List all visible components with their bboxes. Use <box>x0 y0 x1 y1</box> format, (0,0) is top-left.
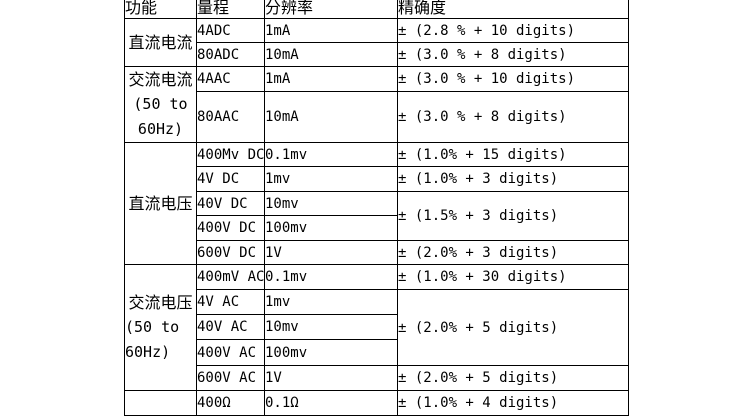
table-row: 直流电流 4ADC 1mA ± (2.8 % + 10 digits) <box>124 18 629 67</box>
range-cell: 4AAC <box>196 66 265 92</box>
table-row: 交流电压 (50 to 60Hz) 400mV AC 0.1mv ± (1.0%… <box>124 264 629 391</box>
resolution-cell: 1V <box>264 365 398 391</box>
resolution-cell: 100mv <box>264 339 398 366</box>
header-function: 功能 <box>124 0 197 19</box>
accuracy-cell: ± (1.0% + 3 digits) <box>397 166 629 192</box>
table-row: 400Ω 0.1Ω ± (1.0% + 4 digits) <box>124 390 629 416</box>
resolution-cell: 10mv <box>264 314 398 340</box>
table-row: 400V AC 100mv <box>125 339 629 366</box>
function-freq-line1: (50 to <box>125 318 180 336</box>
resolution-cell: 1mA <box>264 66 398 92</box>
table-row: 80AAC 10mA ± (3.0 % + 8 digits) <box>125 90 629 144</box>
function-cell-dc-current: 直流电流 <box>124 18 197 67</box>
table-row: 4V AC 1mv ± (2.0% + 5 digits) <box>125 289 629 366</box>
range-cell: 80AAC <box>196 90 265 144</box>
resolution-cell: 1mv <box>264 289 398 315</box>
range-cell: 400Ω <box>196 390 265 416</box>
range-cell: 400V AC <box>196 339 265 366</box>
function-cell-dc-voltage: 直流电压 <box>124 142 197 265</box>
header-resolution: 分辨率 <box>264 0 398 19</box>
table-row: 600V AC 1V ± (2.0% + 5 digits) <box>125 365 629 391</box>
function-cell-resistance <box>124 390 197 416</box>
resolution-cell: 1mA <box>264 18 398 43</box>
accuracy-cell: ± (2.8 % + 10 digits) <box>397 18 629 43</box>
resolution-cell: 100mv <box>264 215 398 241</box>
range-cell: 400V DC <box>196 215 265 241</box>
range-cell: 4V DC <box>196 166 265 192</box>
resolution-cell: 10mA <box>264 42 398 67</box>
range-cell: 600V DC <box>196 240 265 265</box>
accuracy-cell: ± (2.0% + 5 digits) <box>397 365 629 391</box>
table-row: 交流电流 (50 to 60Hz) 4AAC 1mA ± (3.0 % + 10… <box>124 66 629 143</box>
table-row: 80ADC 10mA ± (3.0 % + 8 digits) <box>125 42 629 67</box>
table-row: 40V AC 10mv <box>125 314 629 340</box>
accuracy-cell: ± (3.0 % + 10 digits) <box>397 66 629 92</box>
resolution-cell: 1mv <box>264 166 398 192</box>
header-range: 量程 <box>196 0 265 19</box>
range-cell: 4V AC <box>196 289 265 315</box>
accuracy-cell: ± (1.0% + 15 digits) <box>397 142 629 167</box>
resolution-cell: 10mA <box>264 90 398 144</box>
resolution-cell: 10mv <box>264 191 398 216</box>
accuracy-cell: ± (1.0% + 4 digits) <box>397 390 629 416</box>
resolution-cell: 0.1mv <box>264 264 398 290</box>
accuracy-cell: ± (3.0 % + 8 digits) <box>397 42 629 67</box>
resolution-cell: 0.1Ω <box>264 390 398 416</box>
header-accuracy: 精确度 <box>397 0 629 19</box>
range-cell: 40V DC <box>196 191 265 216</box>
function-freq-line1: (50 to <box>133 95 188 113</box>
function-cell-ac-current: 交流电流 (50 to 60Hz) <box>124 66 197 143</box>
range-cell: 80ADC <box>196 42 265 67</box>
range-cell: 4ADC <box>196 18 265 43</box>
accuracy-cell-merged: ± (1.5% + 3 digits) <box>397 191 629 241</box>
range-cell: 40V AC <box>196 314 265 340</box>
function-freq-line2: 60Hz) <box>125 343 171 361</box>
accuracy-cell: ± (1.0% + 30 digits) <box>397 264 629 290</box>
function-cell-ac-voltage: 交流电压 (50 to 60Hz) <box>124 264 197 391</box>
table-row: 直流电压 400Mv DC 0.1mv ± (1.0% + 15 digits) <box>124 142 629 265</box>
function-label: 交流电压 <box>128 293 193 312</box>
spec-table: 功能 量程 分辨率 精确度 直流电流 4ADC 1mA ± (2.8 % + 1… <box>124 0 629 416</box>
accuracy-cell: ± (3.0 % + 8 digits) <box>397 90 629 144</box>
page: { "colors": { "border": "#000000", "text… <box>124 0 629 416</box>
accuracy-cell: ± (2.0% + 3 digits) <box>397 240 629 265</box>
table-row: 400V DC 100mv <box>125 215 629 241</box>
spec-table-container: 功能 量程 分辨率 精确度 直流电流 4ADC 1mA ± (2.8 % + 1… <box>124 0 629 416</box>
resolution-cell: 0.1mv <box>264 142 398 167</box>
range-cell: 600V AC <box>196 365 265 391</box>
table-row: 600V DC 1V ± (2.0% + 3 digits) <box>125 240 629 265</box>
accuracy-cell-merged: ± (2.0% + 5 digits) <box>397 289 629 366</box>
range-cell: 400Mv DC <box>196 142 265 167</box>
table-row: 4V DC 1mv ± (1.0% + 3 digits) <box>125 166 629 192</box>
header-row: 功能 量程 分辨率 精确度 <box>124 0 629 19</box>
function-freq-line2: 60Hz) <box>137 120 184 138</box>
function-label: 交流电流 <box>128 70 193 89</box>
range-cell: 400mV AC <box>196 264 265 290</box>
resolution-cell: 1V <box>264 240 398 265</box>
table-row: 40V DC 10mv ± (1.5% + 3 digits) <box>125 191 629 241</box>
